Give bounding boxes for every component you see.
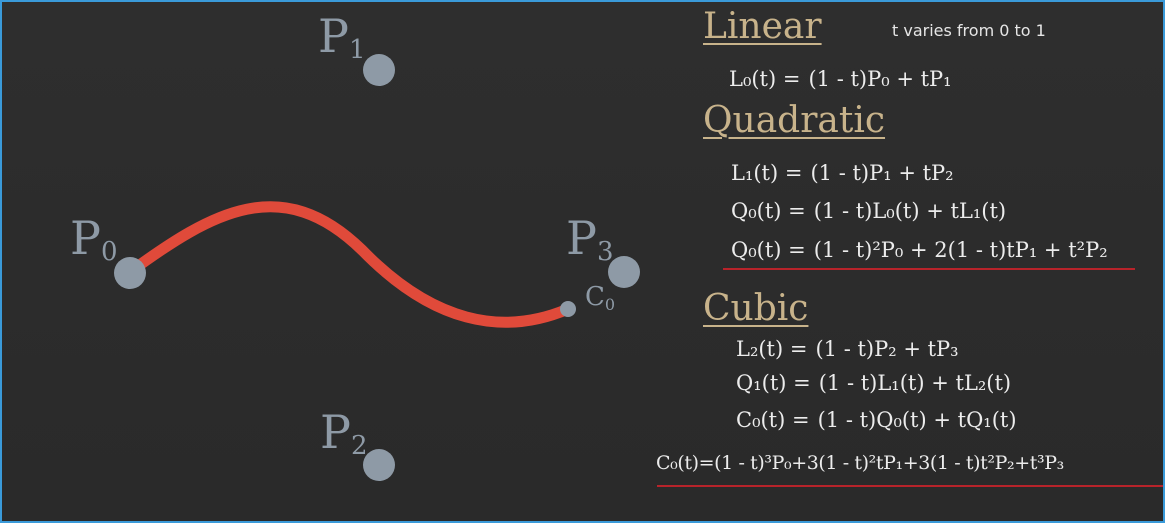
point-p2-label: P2 (320, 405, 368, 461)
equation-cubic-c0-expanded: C₀(t)=(1 - t)³P₀+3(1 - t)²tP₁+3(1 - t)t²… (656, 452, 1064, 474)
point-c0-dot (560, 301, 576, 317)
equation-quadratic-q0-expanded: Q₀(t) = (1 - t)²P₀ + 2(1 - t)tP₁ + t²P₂ (731, 238, 1108, 262)
t-range-note: t varies from 0 to 1 (892, 21, 1046, 40)
heading-quadratic: Quadratic (703, 100, 886, 141)
equation-linear-l0: L₀(t) = (1 - t)P₀ + tP₁ (729, 67, 952, 91)
underline-quadratic-result (723, 268, 1135, 270)
equation-cubic-l2: L₂(t) = (1 - t)P₂ + tP₃ (736, 337, 959, 361)
underline-cubic-result (657, 485, 1163, 487)
point-p0-label: P0 (70, 211, 118, 267)
point-c0-label: C0 (585, 282, 615, 314)
equation-quadratic-l1: L₁(t) = (1 - t)P₁ + tP₂ (731, 161, 954, 185)
point-p3-label: P3 (566, 211, 614, 267)
equation-quadratic-q0: Q₀(t) = (1 - t)L₀(t) + tL₁(t) (731, 199, 1007, 223)
point-p2-dot[interactable] (363, 449, 395, 481)
bezier-curve (124, 201, 574, 328)
heading-linear: Linear (703, 6, 822, 47)
point-p3-dot[interactable] (608, 256, 640, 288)
equation-cubic-q1: Q₁(t) = (1 - t)L₁(t) + tL₂(t) (736, 371, 1012, 395)
equation-cubic-c0: C₀(t) = (1 - t)Q₀(t) + tQ₁(t) (736, 408, 1017, 432)
bezier-diagram: P0 P1 P2 P3 C0 (70, 9, 640, 481)
point-p0-dot[interactable] (114, 257, 146, 289)
heading-cubic: Cubic (703, 288, 809, 329)
point-p1-label: P1 (318, 9, 366, 65)
point-p1-dot[interactable] (363, 54, 395, 86)
